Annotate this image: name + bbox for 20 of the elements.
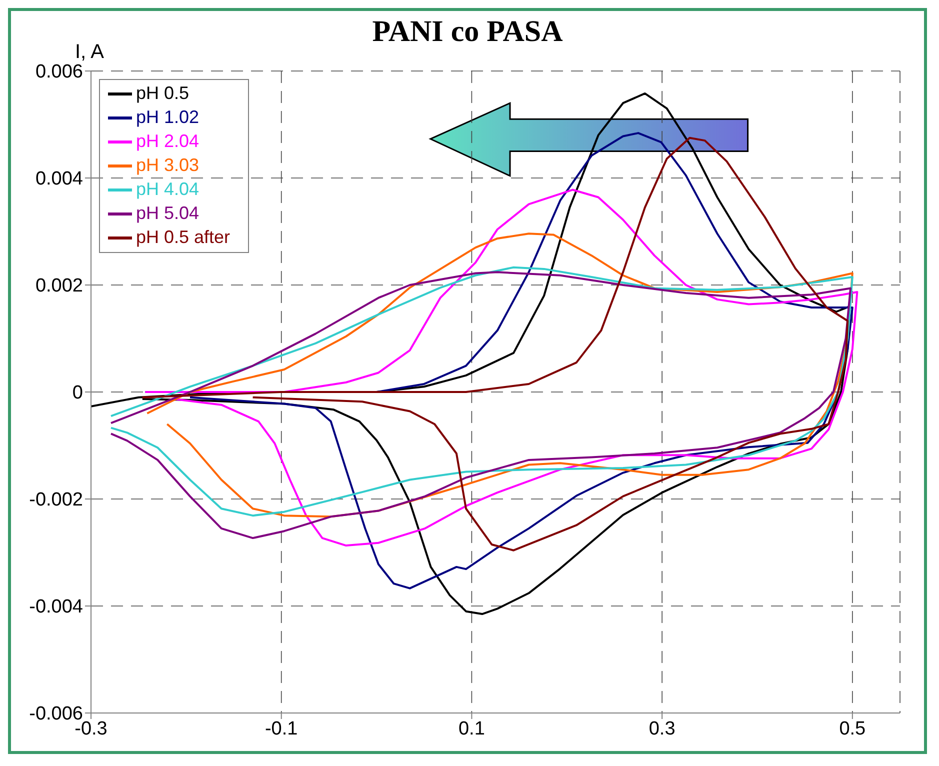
y-axis-title: I, A	[75, 41, 104, 64]
legend-label: pH 5.04	[136, 202, 200, 223]
x-tick-label: 0.1	[458, 718, 485, 740]
x-tick-label: 0.3	[648, 718, 676, 740]
x-tick-label: 0.5	[839, 718, 866, 740]
legend-label: pH 2.04	[136, 130, 200, 151]
legend-label: pH 3.03	[136, 154, 200, 175]
y-tick-label: 0.002	[35, 276, 83, 297]
y-tick-label: 0	[72, 382, 83, 404]
y-tick-label: 0.004	[35, 168, 84, 190]
y-tick-label: -0.002	[29, 490, 83, 511]
legend-label: pH 4.04	[136, 178, 200, 199]
y-tick-label: 0.006	[35, 62, 83, 83]
y-tick-label: -0.004	[29, 596, 84, 618]
legend-label: pH 1.02	[136, 106, 200, 127]
x-tick-label: -0.1	[264, 718, 298, 740]
legend-label: pH 0.5	[136, 82, 190, 103]
y-tick-label: -0.006	[29, 704, 83, 725]
legend-label: pH 0.5 after	[136, 226, 230, 247]
chart-title: PANI co PASA	[372, 15, 563, 48]
